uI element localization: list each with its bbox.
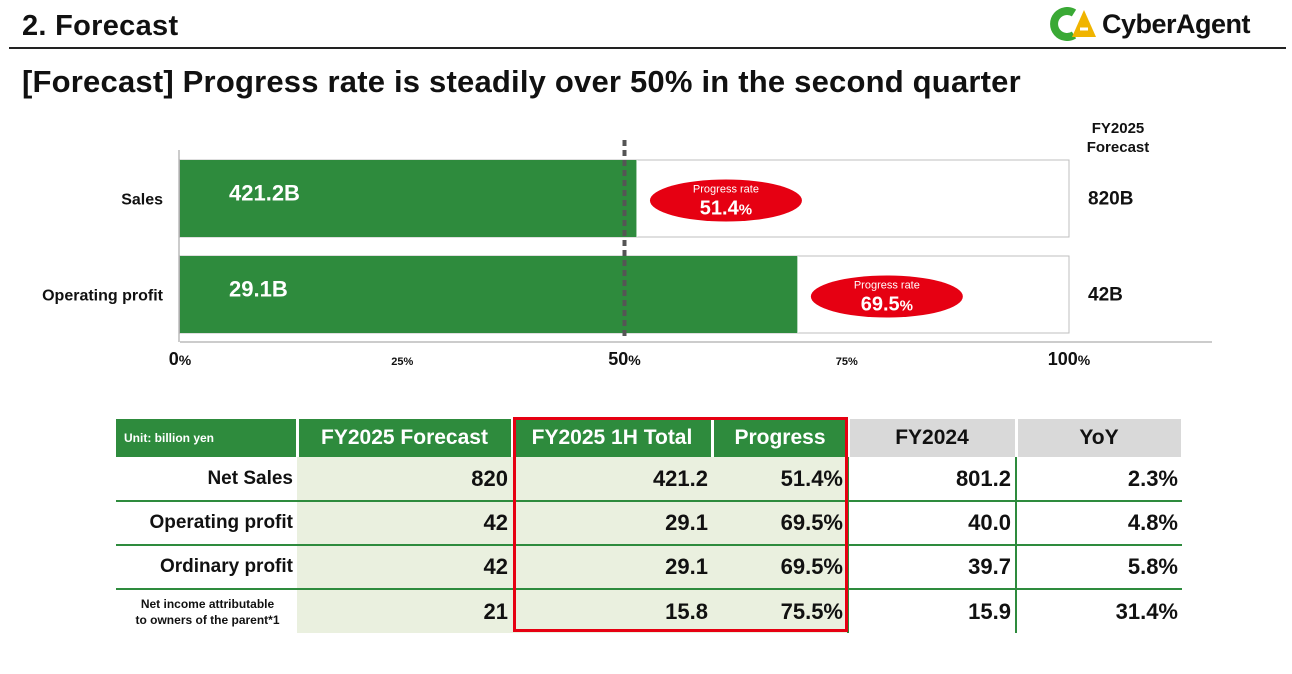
forecast-header-line2: Forecast <box>1087 139 1150 156</box>
financial-table: Unit: billion yen FY2025 Forecast FY2025… <box>116 419 1184 633</box>
progress-badge <box>649 179 802 222</box>
cell-1h-total: 29.1 <box>512 501 712 546</box>
row-label: Net Sales <box>116 457 297 502</box>
cell-yoy: 5.8% <box>1015 545 1182 590</box>
bar-value-label: 421.2B <box>229 181 300 206</box>
x-tick-label: 75% <box>836 356 858 368</box>
table-header-row: Unit: billion yen FY2025 Forecast FY2025… <box>116 419 1184 457</box>
unit-label: Unit: billion yen <box>116 419 299 457</box>
cell-yoy: 4.8% <box>1015 501 1182 546</box>
x-tick-label: 100% <box>1048 349 1091 369</box>
page-headline: [Forecast] Progress rate is steadily ove… <box>22 64 1021 99</box>
table-row: Operating profit 42 29.1 69.5% 40.0 4.8% <box>116 501 1182 546</box>
cell-fy2024: 40.0 <box>847 501 1016 546</box>
cell-progress: 69.5% <box>712 545 848 590</box>
table-row: Ordinary profit 42 29.1 69.5% 39.7 5.8% <box>116 545 1182 590</box>
row-label: Net income attributable to owners of the… <box>116 589 297 633</box>
x-tick-label: 50% <box>608 349 641 369</box>
row-label: Ordinary profit <box>116 545 297 590</box>
cell-forecast: 42 <box>297 501 512 546</box>
x-tick-label: 25% <box>391 356 413 368</box>
cell-progress: 75.5% <box>712 589 848 633</box>
cell-forecast: 21 <box>297 589 512 633</box>
col-header-yoy: YoY <box>1016 419 1184 457</box>
progress-badge <box>810 275 963 318</box>
cell-fy2024: 801.2 <box>847 457 1016 502</box>
forecast-value: 820B <box>1088 189 1133 210</box>
table-row: Net income attributable to owners of the… <box>116 589 1182 633</box>
header-rule <box>9 47 1286 49</box>
category-label: Sales <box>121 192 163 209</box>
col-header-fy2024: FY2024 <box>848 419 1018 457</box>
table-row: Net Sales 820 421.2 51.4% 801.2 2.3% <box>116 457 1182 502</box>
x-tick-label: 0% <box>169 349 192 369</box>
forecast-value: 42B <box>1088 285 1123 306</box>
row-label: Operating profit <box>116 501 297 546</box>
progress-bar-chart: FY2025 Forecast Sales 421.2B Progress rate 51… <box>42 120 1212 369</box>
cell-yoy: 2.3% <box>1015 457 1182 502</box>
cell-fy2024: 39.7 <box>847 545 1016 590</box>
row-label-line2: to owners of the parent*1 <box>135 612 280 627</box>
cell-1h-total: 15.8 <box>512 589 712 633</box>
cell-yoy: 31.4% <box>1015 589 1182 633</box>
cyberagent-logo: CyberAgent <box>1050 6 1251 42</box>
cell-forecast: 820 <box>297 457 512 502</box>
col-header-forecast: FY2025 Forecast <box>297 419 514 457</box>
category-label: Operating profit <box>42 288 164 305</box>
cell-1h-total: 29.1 <box>512 545 712 590</box>
cell-1h-total: 421.2 <box>512 457 712 502</box>
forecast-header-line1: FY2025 <box>1092 120 1145 137</box>
bar-value-label: 29.1B <box>229 277 288 302</box>
col-header-1h-total: FY2025 1H Total <box>512 419 714 457</box>
col-header-progress: Progress <box>712 419 850 457</box>
ca-logo-icon <box>1050 7 1096 41</box>
section-title: 2. Forecast <box>22 10 179 42</box>
cell-fy2024: 15.9 <box>847 589 1016 633</box>
bar <box>180 160 637 237</box>
logo-text: CyberAgent <box>1102 8 1251 39</box>
cell-progress: 51.4% <box>712 457 848 502</box>
progress-badge-value: 69.5% <box>861 294 913 316</box>
row-label-line1: Net income attributable <box>140 596 275 611</box>
bar <box>180 256 798 333</box>
cell-forecast: 42 <box>297 545 512 590</box>
progress-badge-label: Progress rate <box>693 184 759 196</box>
cell-progress: 69.5% <box>712 501 848 546</box>
progress-badge-label: Progress rate <box>854 280 920 292</box>
progress-badge-value: 51.4% <box>700 198 752 220</box>
